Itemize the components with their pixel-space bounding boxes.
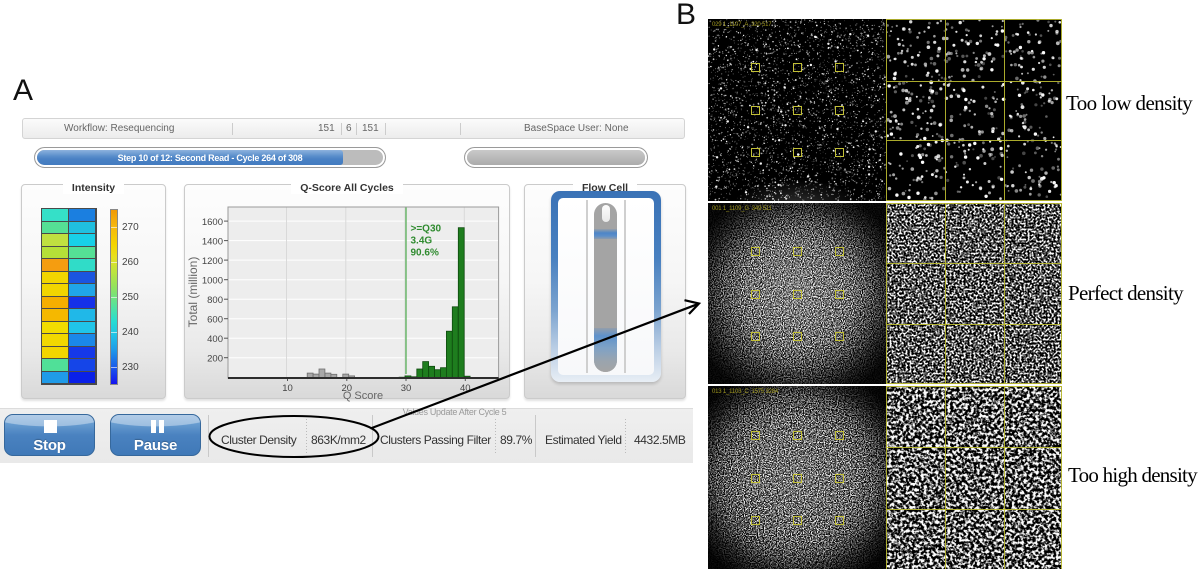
svg-text:20: 20 (342, 383, 353, 394)
svg-text:200: 200 (207, 353, 223, 364)
svg-text:30: 30 (401, 383, 412, 394)
svg-text:1400: 1400 (202, 236, 223, 247)
svg-text:800: 800 (207, 295, 223, 306)
svg-text:90.6%: 90.6% (411, 248, 439, 259)
svg-text:1000: 1000 (202, 275, 223, 286)
svg-text:Q Score: Q Score (343, 390, 383, 402)
svg-text:10: 10 (282, 383, 293, 394)
svg-text:Total (million): Total (million) (186, 257, 200, 328)
svg-text:3.4G: 3.4G (411, 236, 433, 247)
svg-text:600: 600 (207, 314, 223, 325)
svg-text:400: 400 (207, 334, 223, 345)
svg-text:1600: 1600 (202, 217, 223, 228)
svg-text:1200: 1200 (202, 256, 223, 267)
svg-text:40: 40 (460, 383, 471, 394)
svg-text:>=Q30: >=Q30 (411, 224, 442, 235)
